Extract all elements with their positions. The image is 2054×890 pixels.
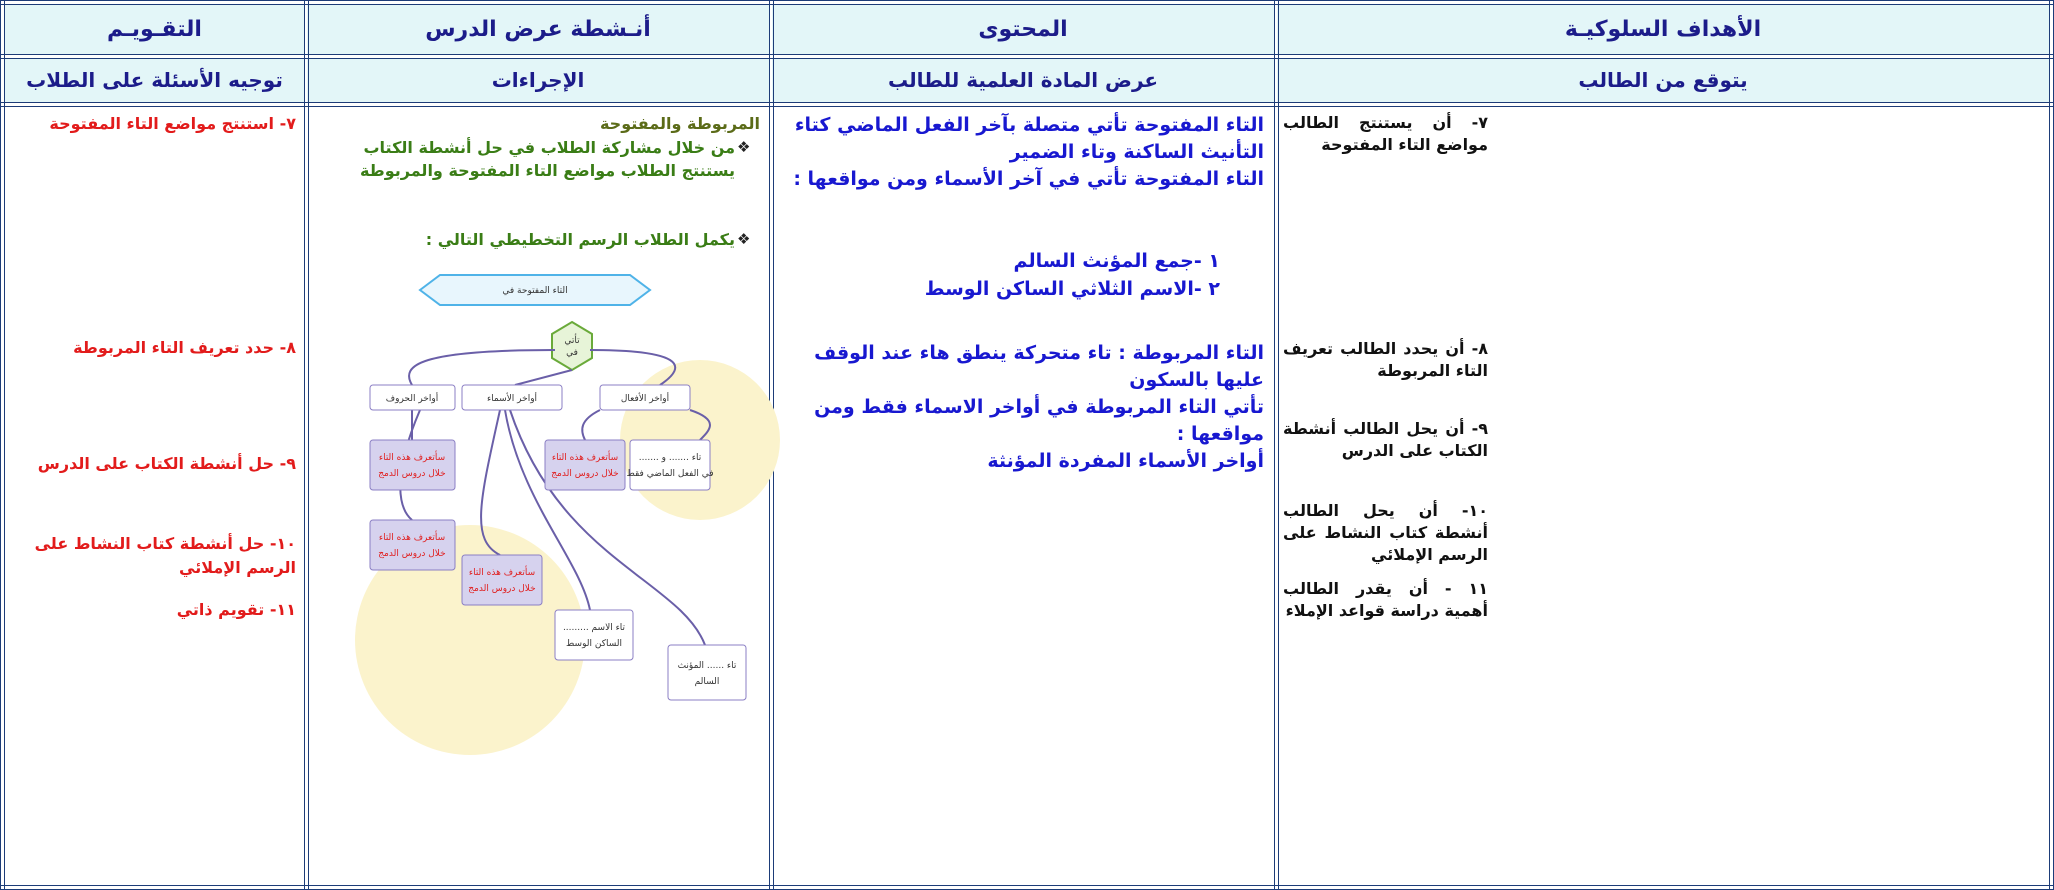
activity-bullet: يكمل الطلاب الرسم التخطيطي التالي : [425, 230, 735, 249]
objective: ٨- أن يحدد الطالب تعريف التاء المربوطة [1283, 339, 1488, 380]
diagram-text: أواخر الأسماء [487, 392, 537, 404]
objective: ٧- أن يستنتج الطالب مواضع التاء المفتوحة [1283, 113, 1488, 154]
header-cell: المحتوى [772, 5, 1274, 54]
diagram-text: خلال دروس الدمج [378, 549, 445, 559]
content-text: التاء المفتوحة تأتي متصلة بآخر الفعل الم… [794, 114, 1264, 163]
hub-hexagon [551, 320, 593, 372]
objective: ١١ - أن يقدر الطالب أهمية دراسة قواعد ال… [1283, 579, 1488, 620]
content-text: التاء المربوطة : تاء متحركة ينطق هاء عند… [814, 342, 1264, 391]
diagram-text: في [566, 348, 578, 358]
diagram-text: تاء ...... المؤنث [678, 661, 737, 671]
subheader-cell: توجيه الأسئلة على الطلاب [5, 58, 304, 102]
diagram-text: الساكن الوسط [566, 639, 622, 649]
branch-box [461, 384, 563, 411]
header-cell: الأهداف السلوكيـة [1277, 5, 2049, 54]
diagram-text: سأتعرف هذه التاء [552, 450, 618, 463]
content-text: تأتي التاء المربوطة في أواخر الاسماء فقط… [814, 396, 1264, 445]
diagram-text: سأتعرف هذه التاء [469, 565, 535, 578]
bullet-icon: ❖ [737, 230, 751, 248]
branch-box [599, 384, 691, 411]
bullet-icon: ❖ [737, 138, 751, 156]
diagram-box [369, 519, 456, 571]
header-cell: التقـويـم [5, 5, 304, 54]
connectors [399, 349, 711, 646]
evaluation-item: ١١- تقويم ذاتي [176, 600, 296, 619]
diagram-text: سأتعرف هذه التاء [379, 530, 445, 543]
diagram-text: تاء الاسم ......... [563, 623, 626, 633]
content-text: أواخر الأسماء المفردة المؤنثة [987, 450, 1264, 472]
subheader-cell: الإجراءات [307, 58, 769, 102]
subheader-cell: عرض المادة العلمية للطالب [772, 58, 1274, 102]
border [0, 0, 2054, 5]
diagram-text: تاء ....... و ....... [639, 453, 702, 463]
diagram-text: أواخر الأفعال [621, 392, 669, 404]
evaluation-item: ٨- حدد تعريف التاء المربوطة [73, 338, 296, 357]
subheader-cell: يتوقع من الطالب [1277, 58, 2049, 102]
diagram-text: في الفعل الماضي فقط [626, 469, 713, 479]
evaluation-item: ٩- حل أنشطة الكتاب على الدرس [37, 454, 296, 473]
diagram-box [629, 439, 711, 491]
row-line [0, 102, 2054, 107]
evaluation-item: ١٠- حل أنشطة كتاب النشاط على الرسم الإمل… [34, 534, 296, 577]
branch-box [369, 384, 456, 411]
top-hexagon [418, 274, 652, 306]
diagram-box [667, 644, 747, 701]
col-line [304, 0, 309, 890]
diagram-box [554, 609, 634, 661]
row-line [0, 54, 2054, 59]
border [0, 0, 5, 890]
evaluation-item: ٧- استنتج مواضع التاء المفتوحة [49, 114, 296, 133]
diagram-text: السالم [695, 677, 720, 687]
activity-text: المربوطة والمفتوحة [599, 114, 760, 133]
col-line [1274, 0, 1279, 890]
objective: ٩- أن يحل الطالب أنشطة الكتاب على الدرس [1283, 419, 1488, 460]
content-list-item: ٢ -الاسم الثلاثي الساكن الوسط [924, 278, 1220, 300]
diagram-box [369, 439, 456, 491]
diagram-text: سأتعرف هذه التاء [379, 450, 445, 463]
diagram-text: خلال دروس الدمج [378, 469, 445, 479]
diagram-text: خلال دروس الدمج [468, 584, 535, 594]
diagram-box [461, 554, 543, 606]
activity-bullet: من خلال مشاركة الطلاب في حل أنشطة الكتاب… [359, 138, 735, 180]
diagram-text: أواخر الحروف [386, 392, 438, 404]
objective: ١٠- أن يحل الطالب أنشطة كتاب النشاط على … [1283, 501, 1488, 564]
diagram-text: خلال دروس الدمج [551, 469, 618, 479]
diagram-box [544, 439, 626, 491]
content-list-item: ١ -جمع المؤنث السالم [1013, 250, 1220, 272]
diagram-text: تأتي [564, 333, 580, 346]
content-text: التاء المفتوحة تأتي في آخر الأسماء ومن م… [793, 168, 1264, 190]
header-cell: أنـشطة عرض الدرس [307, 5, 769, 54]
diagram-text: التاء المفتوحة في [502, 286, 567, 296]
